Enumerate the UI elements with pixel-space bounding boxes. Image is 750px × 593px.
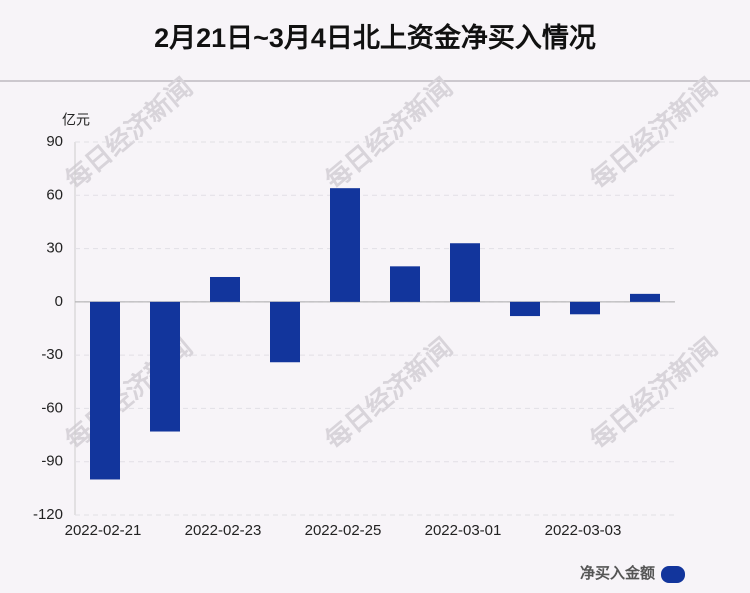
- y-tick-label: 30: [46, 240, 63, 257]
- legend-swatch: [661, 566, 685, 583]
- y-tick-label: -60: [41, 399, 63, 416]
- bar: [90, 301, 120, 480]
- y-tick-label: 90: [46, 133, 63, 150]
- x-tick-label: 2022-03-01: [425, 522, 502, 539]
- bar: [450, 243, 480, 302]
- bar: [150, 301, 180, 432]
- y-tick-label: -90: [41, 453, 63, 470]
- chart-title: 2月21日~3月4日北上资金净买入情况: [154, 22, 596, 53]
- y-unit: 亿元: [62, 112, 90, 128]
- x-tick-label: 2022-03-03: [545, 522, 622, 539]
- x-tick-label: 2022-02-21: [65, 522, 142, 539]
- legend-label: 净买入金额: [580, 564, 655, 582]
- y-tick-label: 60: [46, 186, 63, 203]
- bar: [570, 301, 600, 315]
- x-tick-label: 2022-02-25: [305, 522, 382, 539]
- y-tick-label: 0: [55, 293, 63, 310]
- y-tick-label: -120: [33, 506, 63, 523]
- y-tick-label: -30: [41, 346, 63, 363]
- bar: [630, 293, 660, 302]
- bar: [270, 301, 300, 363]
- bar: [330, 188, 360, 302]
- bar: [210, 276, 240, 302]
- bar: [390, 266, 420, 302]
- x-tick-label: 2022-02-23: [185, 522, 262, 539]
- bar: [510, 301, 540, 317]
